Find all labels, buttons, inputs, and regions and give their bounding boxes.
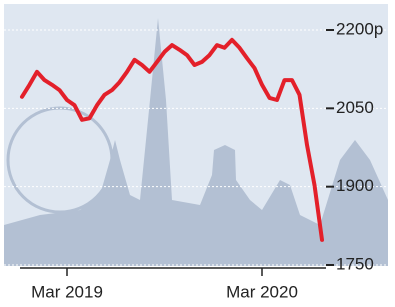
y-tick-label: 2200p [336,19,383,38]
page: 2200p205019001750Mar 2019Mar 2020 (() =>… [0,0,395,307]
y-tick-label: 1900 [336,176,374,195]
x-tick-label: Mar 2020 [226,282,298,301]
y-tick-label: 1750 [336,254,374,273]
y-tick-label: 2050 [336,98,374,117]
chart: 2200p 2050 1900 1750 Mar 2019 Mar 2020 [0,0,395,307]
x-tick-label: Mar 2019 [31,282,103,301]
